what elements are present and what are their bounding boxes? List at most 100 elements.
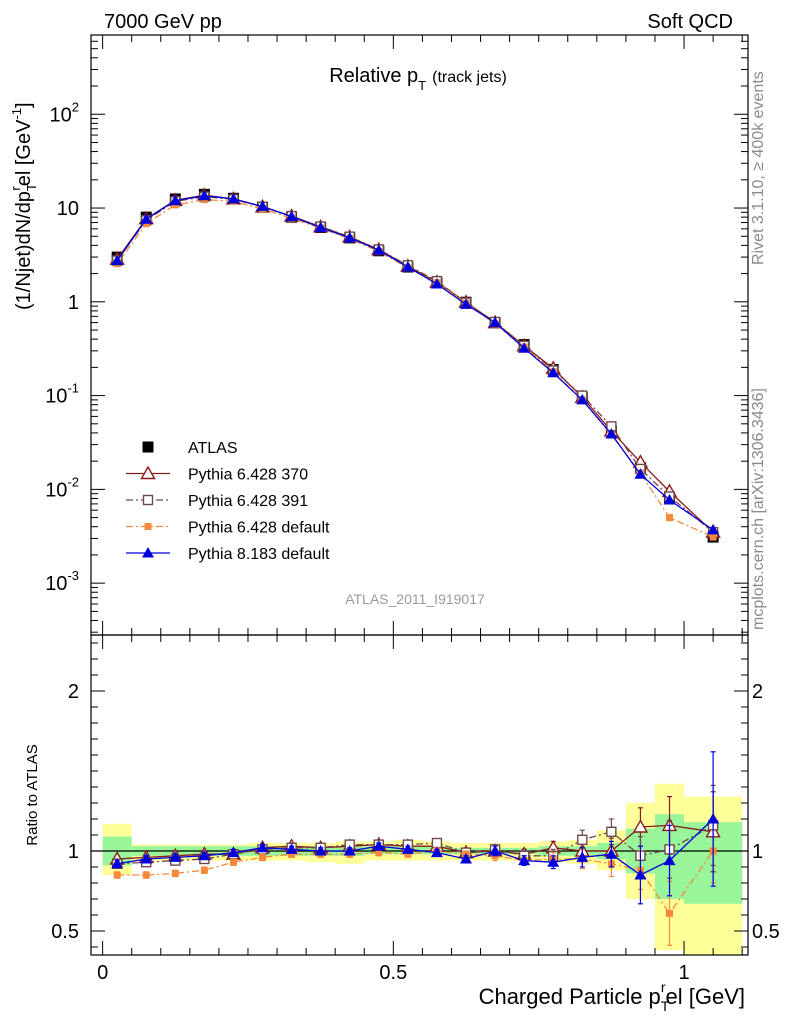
ratio-point-p8 <box>140 853 153 864</box>
legend-marker-p391 <box>142 494 154 506</box>
ratio-xtick-label: 0.5 <box>379 962 407 984</box>
ratio-point-p8 <box>198 849 211 861</box>
ratio-ytick-label-right: 2 <box>752 681 763 703</box>
main-point-pdef <box>666 514 674 522</box>
legend-item-p370: Pythia 6.428 370 <box>126 465 308 484</box>
main-ylabel-c: ] <box>13 102 35 108</box>
main-point-pdef <box>142 220 150 228</box>
ratio-point-p8 <box>401 843 414 854</box>
ratio-ytick-label-left: 2 <box>68 681 79 703</box>
main-point-p8 <box>169 194 182 206</box>
ratio-xlabel-sup: r <box>661 979 666 995</box>
ratio-point-p391 <box>577 834 588 845</box>
main-point-p8 <box>547 366 560 378</box>
ratio-point-p8 <box>430 846 443 858</box>
main-ytick-label: 10-2 <box>45 474 79 501</box>
main-ytick-exp: -3 <box>67 568 79 583</box>
main-point-p8 <box>430 277 443 289</box>
main-ytick-exp: -2 <box>67 474 79 489</box>
ratio-point-pdef <box>200 866 208 874</box>
legend: ATLAS Pythia 6.428 370 Pythia 6.428 391 Pyt… <box>126 440 330 563</box>
ratio-point-p8 <box>256 841 269 853</box>
main-ytick-base: 10 <box>57 198 79 220</box>
main-point-p8 <box>314 221 327 233</box>
legend-label-p391: Pythia 6.428 391 <box>188 493 308 510</box>
ratio-point-pdef <box>113 871 121 879</box>
ratio-point-pdef <box>229 858 237 866</box>
ratio-point-p8 <box>605 848 618 859</box>
ratio-point-p8 <box>576 851 589 862</box>
ratio-point-p8 <box>460 853 473 864</box>
main-ytick-label: 10 <box>57 198 79 220</box>
ratio-ytick-label-right: 1 <box>752 841 763 863</box>
legend-marker-pdef <box>144 523 152 530</box>
side-note-site: mcplots.cern.ch [arXiv:1306.3436] <box>750 388 767 630</box>
ratio-ytick-label-right: 0.5 <box>752 921 780 943</box>
ratio-series-p8 <box>111 751 720 905</box>
main-point-p8 <box>707 523 720 535</box>
ratio-xtick-label: 1 <box>678 962 689 984</box>
ratio-ytick-label-left: 1 <box>68 841 79 863</box>
side-note-rivet: Rivet 3.1.10, ≥ 400k events <box>750 71 767 265</box>
main-ylabel: (1/Njet)dN/dpTrel [GeV-1] <box>8 102 39 310</box>
main-title-suffix: (track jets) <box>432 69 507 86</box>
main-point-p8 <box>518 342 531 353</box>
main-title-main: Relative p <box>329 65 418 87</box>
legend-marker-atlas <box>142 441 154 453</box>
ratio-point-pdef <box>171 869 179 877</box>
ratio-point-p391 <box>606 826 617 837</box>
legend-item-atlas: ATLAS <box>142 440 238 457</box>
main-point-p8 <box>285 210 298 222</box>
main-ytick-base: 10 <box>45 573 67 595</box>
main-point-p8 <box>372 244 385 255</box>
main-point-pdef <box>709 533 717 541</box>
legend-marker-p370 <box>140 465 156 480</box>
ratio-point-p8 <box>285 843 298 854</box>
main-point-p8 <box>634 468 647 479</box>
main-point-p8 <box>489 316 502 328</box>
main-ylabel-a: (1/Njet)dN/dp <box>13 191 35 310</box>
main-ytick-base: 10 <box>45 479 67 501</box>
ratio-point-p391 <box>431 837 443 849</box>
main-ylabel-sup2: -1 <box>9 108 24 120</box>
main-ytick-base: 1 <box>68 292 79 314</box>
ratio-point-p8 <box>707 813 720 824</box>
ratio-point-pdef <box>288 850 296 858</box>
main-point-p8 <box>663 494 676 505</box>
header-right: Soft QCD <box>647 11 733 33</box>
reference-label: ATLAS_2011_I919017 <box>345 591 485 607</box>
ratio-point-p8 <box>518 854 531 866</box>
main-ylabel-sup: r <box>8 186 23 191</box>
ratio-frame <box>90 634 749 956</box>
main-point-p8 <box>576 393 589 405</box>
ratio-point-p8 <box>227 846 240 858</box>
main-ytick-label: 1 <box>68 292 79 314</box>
main-ylabel-b: el [GeV <box>13 119 35 186</box>
ratio-ylabel: Ratio to ATLAS <box>24 744 41 845</box>
ratio-point-p370 <box>632 819 649 833</box>
legend-label-p370: Pythia 6.428 370 <box>188 467 308 484</box>
main-point-p8 <box>343 231 356 243</box>
legend-item-p391: Pythia 6.428 391 <box>126 493 308 510</box>
legend-item-pdef: Pythia 6.428 default <box>126 520 330 537</box>
main-ytick-exp: -1 <box>67 381 79 396</box>
main-ytick-label: 10-3 <box>45 568 79 595</box>
ratio-point-pdef <box>375 849 383 857</box>
main-ytick-base: 10 <box>45 386 67 408</box>
legend-label-pdef: Pythia 6.428 default <box>188 520 330 537</box>
ratio-point-p8 <box>489 845 502 856</box>
header-left: 7000 GeV pp <box>104 11 222 33</box>
main-point-p8 <box>140 213 153 224</box>
main-ytick-exp: 2 <box>72 99 79 114</box>
ratio-point-p8 <box>372 840 385 851</box>
main-title-sub: T <box>418 78 426 93</box>
ratio-point-pdef <box>666 909 674 917</box>
main-point-p8 <box>227 192 240 204</box>
ratio-point-pdef <box>404 850 412 858</box>
ratio-point-p8 <box>169 851 182 862</box>
ratio-point-p8 <box>634 869 647 880</box>
main-ylabel-sub: T <box>24 183 39 191</box>
